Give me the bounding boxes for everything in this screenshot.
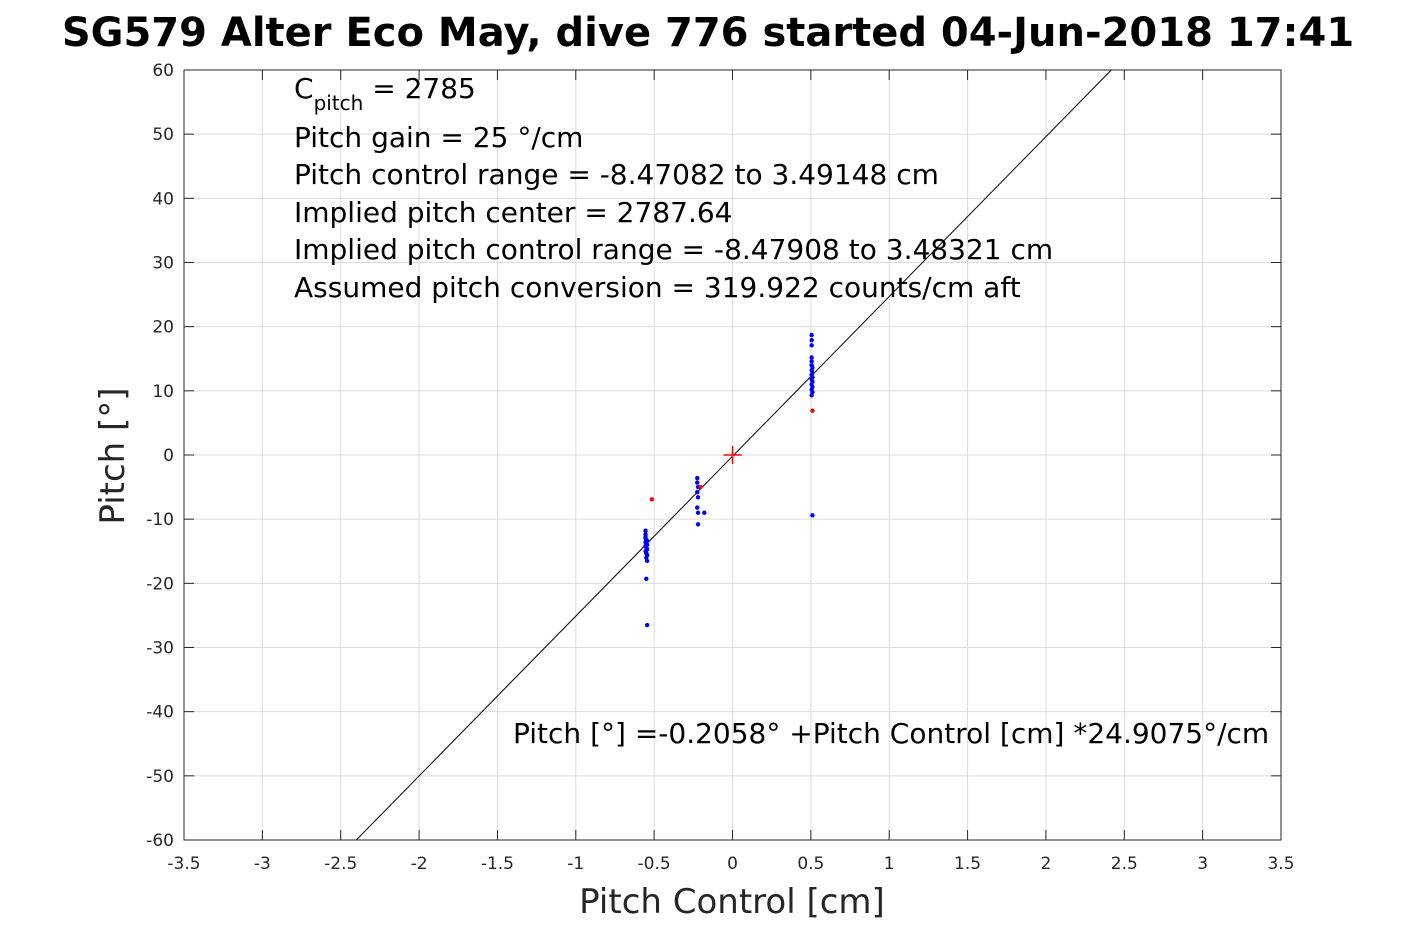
highlight-point bbox=[810, 408, 815, 413]
x-tick-label: 2 bbox=[1041, 854, 1052, 874]
data-point bbox=[644, 622, 650, 628]
x-tick-label: -3.5 bbox=[167, 854, 200, 874]
data-point bbox=[702, 510, 707, 515]
x-tick-label: 0.5 bbox=[797, 854, 824, 874]
pitch-control-range-annotation: Pitch control range = -8.47082 to 3.4914… bbox=[294, 158, 939, 191]
data-point bbox=[695, 522, 701, 527]
highlight-point bbox=[649, 497, 654, 502]
x-tick-label: -0.5 bbox=[638, 854, 671, 874]
assumed-pitch-conversion-annotation: Assumed pitch conversion = 319.922 count… bbox=[294, 271, 1021, 304]
y-ticks: -60 -50 -40 -30 -20 -10 0 10 20 30 40 50 60 bbox=[146, 61, 1281, 851]
x-ticks: -3.5 -3 -2.5 -2 -1.5 -1 -0.5 0 0.5 1 1.5 2 2.5 3 3.5 bbox=[167, 70, 1295, 874]
data-point bbox=[809, 393, 814, 398]
implied-pitch-center-annotation: Implied pitch center = 2787.64 bbox=[294, 196, 732, 229]
y-tick-label: -40 bbox=[146, 703, 174, 723]
pitch-gain-annotation: Pitch gain = 25 °/cm bbox=[294, 121, 583, 154]
x-tick-label: 0 bbox=[727, 854, 738, 874]
data-point bbox=[809, 343, 814, 348]
x-tick-label: -1.5 bbox=[481, 854, 514, 874]
x-tick-label: -2.5 bbox=[324, 854, 357, 874]
y-axis-label: Pitch [°] bbox=[93, 387, 133, 524]
x-tick-label: -2 bbox=[411, 854, 428, 874]
y-tick-label: 40 bbox=[152, 189, 174, 209]
y-tick-label: -30 bbox=[146, 639, 174, 659]
x-tick-label: -1 bbox=[567, 854, 584, 874]
y-tick-label: -20 bbox=[146, 574, 174, 594]
data-point bbox=[809, 337, 814, 343]
x-tick-label: 2.5 bbox=[1111, 854, 1138, 874]
data-points bbox=[643, 332, 815, 628]
y-tick-label: 60 bbox=[152, 61, 174, 81]
data-point bbox=[644, 558, 650, 564]
c-pitch-subscript: pitch bbox=[314, 91, 364, 115]
fit-equation-annotation: Pitch [°] =-0.2058° +Pitch Control [cm] … bbox=[513, 717, 1269, 750]
x-axis-label: Pitch Control [cm] bbox=[579, 882, 885, 922]
c-pitch-annotation: Cpitch = 2785 bbox=[294, 72, 476, 115]
data-point bbox=[695, 495, 701, 500]
data-point bbox=[695, 505, 700, 510]
y-tick-label: 0 bbox=[163, 446, 174, 466]
data-point bbox=[810, 513, 815, 518]
data-point bbox=[643, 528, 648, 533]
x-tick-label: -3 bbox=[254, 854, 271, 874]
implied-pitch-control-range-annotation: Implied pitch control range = -8.47908 t… bbox=[294, 233, 1053, 266]
y-tick-label: -50 bbox=[146, 767, 174, 787]
highlight-point bbox=[698, 484, 703, 490]
data-point bbox=[809, 359, 814, 364]
x-tick-label: 3 bbox=[1197, 854, 1208, 874]
data-point bbox=[695, 490, 700, 495]
x-tick-label: 3.5 bbox=[1267, 854, 1294, 874]
info-annotations: Cpitch = 2785 Pitch gain = 25 °/cm Pitch… bbox=[294, 72, 1269, 750]
y-tick-label: -10 bbox=[146, 510, 174, 530]
data-point bbox=[695, 510, 701, 515]
x-tick-label: 1.5 bbox=[954, 854, 981, 874]
c-pitch-symbol: C bbox=[294, 72, 314, 105]
x-tick-label: 1 bbox=[884, 854, 895, 874]
y-tick-label: 50 bbox=[152, 125, 174, 145]
y-tick-label: 20 bbox=[152, 318, 174, 338]
y-tick-label: -60 bbox=[146, 831, 174, 851]
y-tick-label: 10 bbox=[152, 382, 174, 402]
center-marker-group bbox=[723, 446, 742, 464]
data-point bbox=[695, 475, 700, 481]
data-point bbox=[695, 480, 700, 485]
data-point bbox=[809, 355, 814, 360]
y-tick-label: 30 bbox=[152, 254, 174, 274]
data-point bbox=[809, 332, 814, 338]
c-pitch-value: = 2785 bbox=[363, 72, 476, 105]
chart-title: SG579 Alter Eco May, dive 776 started 04… bbox=[62, 10, 1354, 56]
data-point bbox=[644, 576, 649, 582]
